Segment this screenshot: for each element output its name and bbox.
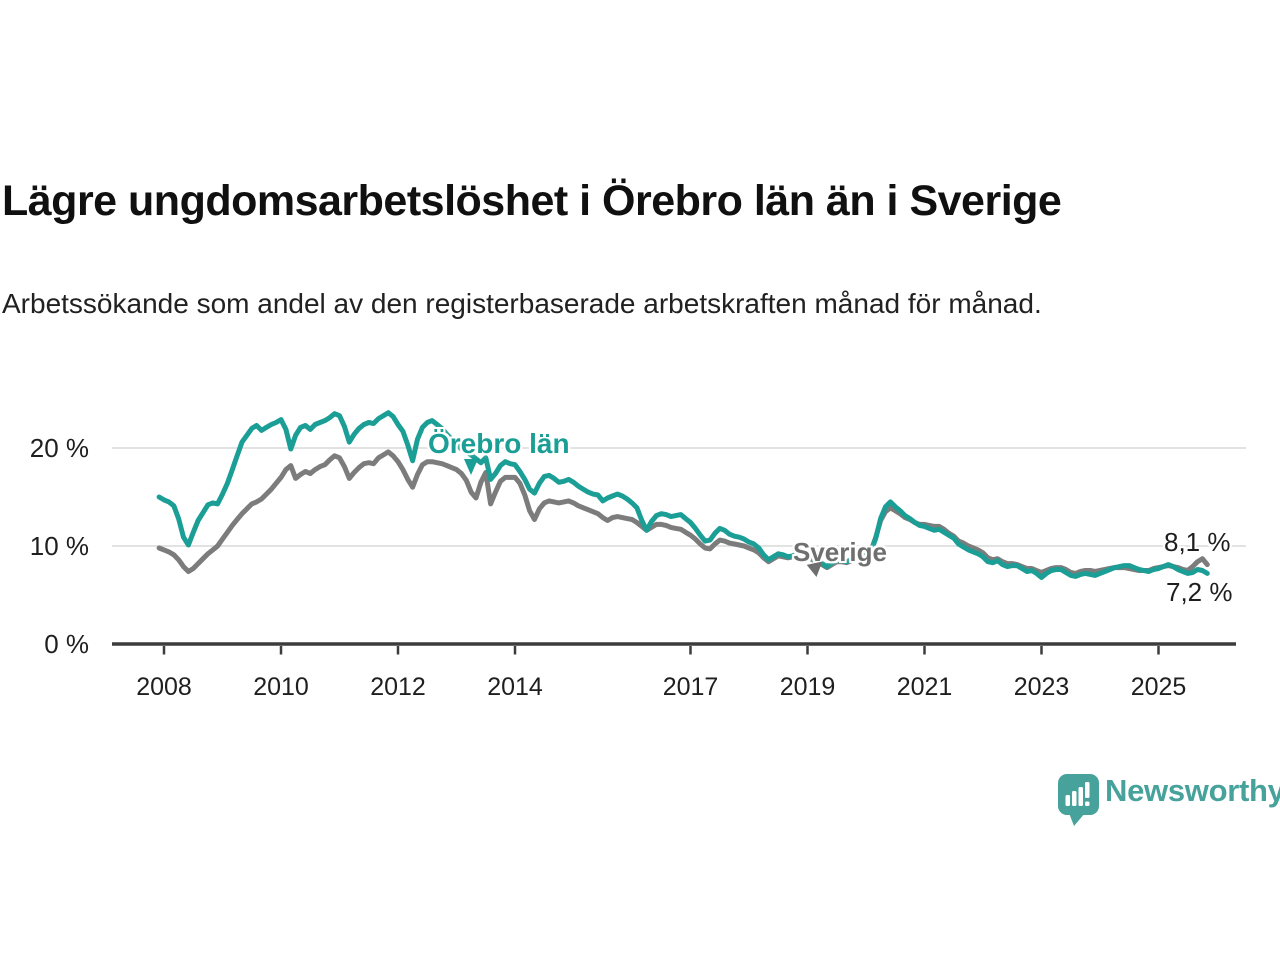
x-tick-label: 2008 (136, 673, 192, 701)
x-tick-label: 2023 (1014, 673, 1070, 701)
x-tick-label: 2010 (253, 673, 309, 701)
x-tick-label: 2014 (487, 673, 543, 701)
newsworthy-logo-icon (1058, 774, 1099, 815)
page-subtitle: Arbetssökande som andel av den registerb… (2, 288, 1042, 319)
latest-value-sverige: 8,1 % (1164, 527, 1231, 557)
logo-wordmark: Newsworthy (1105, 773, 1280, 808)
line-series-orebro-lan (156, 410, 1210, 580)
x-tick-label: 2021 (897, 673, 953, 701)
page-title: Lägre ungdomsarbetslöshet i Örebro län ä… (2, 176, 1062, 225)
x-tick-label: 2012 (370, 673, 426, 701)
series-label-sverige: Sverige (793, 537, 887, 567)
latest-value-orebro: 7,2 % (1166, 577, 1233, 607)
x-tick-label: 2025 (1131, 673, 1187, 701)
x-tick-label: 2019 (780, 673, 836, 701)
logo-bars-icon (1065, 782, 1090, 806)
y-tick-label: 20 % (30, 433, 89, 463)
logo-bubble-tail-icon (1069, 813, 1085, 826)
series-label-orebro-lan: Örebro län (428, 428, 570, 459)
y-tick-label: 0 % (44, 629, 89, 659)
orebro-label-pointer-icon (464, 459, 478, 475)
line-series-sverige (156, 449, 1210, 576)
y-tick-label: 10 % (30, 531, 89, 561)
x-tick-label: 2017 (663, 673, 719, 701)
